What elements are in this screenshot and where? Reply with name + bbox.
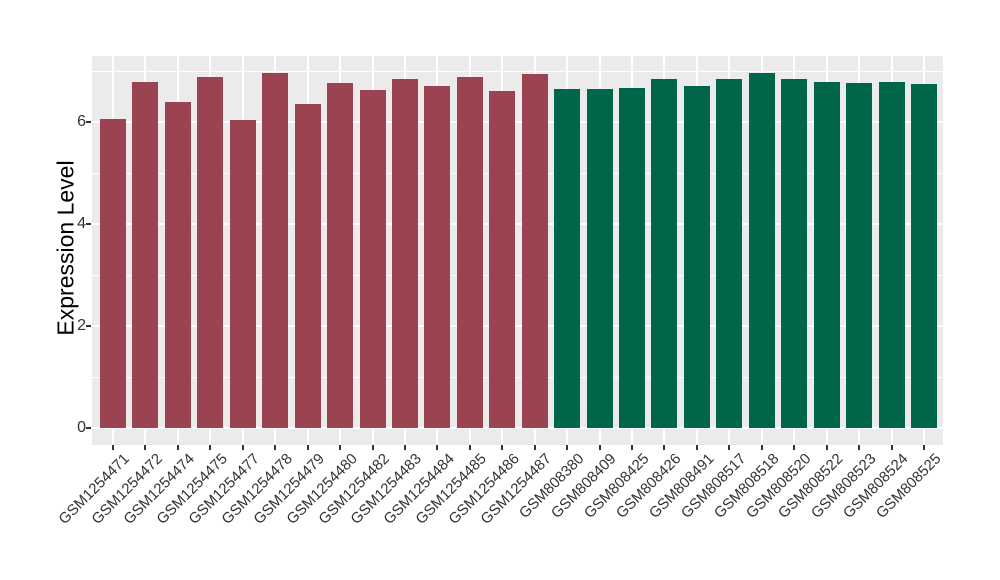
bar-GSM1254475	[197, 77, 224, 428]
bar-GSM1254474	[164, 102, 191, 428]
bar-GSM1254472	[132, 82, 159, 428]
bar-GSM1254484	[424, 86, 451, 428]
bar-GSM1254478	[262, 73, 289, 428]
x-tick-mark	[144, 445, 147, 450]
bar-GSM808425	[619, 88, 646, 428]
bar-GSM808518	[748, 73, 775, 428]
bar-GSM808380	[554, 89, 581, 428]
y-axis-title: Expression Level	[52, 160, 79, 336]
bar-GSM808524	[878, 82, 905, 428]
x-tick-mark	[241, 445, 244, 450]
major-gridline	[92, 223, 943, 225]
x-tick-mark	[890, 445, 893, 450]
x-tick-mark	[176, 445, 179, 450]
x-tick-mark	[112, 445, 114, 450]
y-tick-label: 2	[77, 317, 86, 334]
x-tick-mark	[306, 445, 309, 450]
x-tick-mark	[760, 445, 763, 450]
major-gridline	[92, 427, 943, 429]
bar-GSM808409	[586, 89, 613, 428]
bar-GSM1254486	[489, 91, 516, 428]
minor-gridline	[92, 377, 943, 378]
bar-GSM1254482	[359, 90, 386, 428]
y-tick-mark	[86, 325, 91, 327]
bar-GSM808520	[781, 79, 808, 428]
bar-GSM808523	[846, 83, 873, 428]
x-tick-mark	[793, 445, 796, 450]
x-tick-mark	[468, 445, 471, 450]
plot-panel	[92, 56, 943, 445]
y-tick-mark	[86, 223, 91, 225]
x-tick-mark	[501, 445, 504, 450]
bar-GSM808491	[683, 86, 710, 428]
y-tick-label: 0	[77, 419, 86, 436]
x-tick-mark	[631, 445, 634, 450]
bar-GSM1254483	[391, 79, 418, 428]
x-tick-mark	[695, 445, 698, 450]
bar-GSM1254471	[100, 119, 126, 428]
bar-GSM808517	[716, 79, 743, 428]
x-tick-mark	[403, 445, 406, 450]
major-gridline	[92, 325, 943, 327]
y-tick-mark	[86, 121, 91, 123]
major-gridline	[92, 121, 943, 123]
minor-gridline	[92, 71, 943, 72]
x-tick-mark	[274, 445, 277, 450]
bar-GSM1254487	[521, 74, 548, 428]
bar-GSM1254479	[294, 104, 321, 428]
x-tick-mark	[371, 445, 374, 450]
x-tick-mark	[566, 445, 569, 450]
x-tick-mark	[728, 445, 731, 450]
x-tick-mark	[339, 445, 342, 450]
x-tick-mark	[858, 445, 861, 450]
x-tick-mark	[209, 445, 212, 450]
y-tick-label: 6	[77, 113, 86, 130]
x-tick-mark	[663, 445, 666, 450]
bar-GSM1254477	[229, 120, 256, 428]
x-tick-mark	[598, 445, 601, 450]
bar-GSM1254480	[327, 83, 354, 428]
minor-gridline	[92, 173, 943, 174]
bar-GSM1254485	[456, 77, 483, 428]
x-tick-mark	[923, 445, 925, 450]
x-tick-mark	[436, 445, 439, 450]
minor-gridline	[92, 275, 943, 276]
y-tick-label: 4	[77, 215, 86, 232]
x-tick-mark	[825, 445, 828, 450]
y-tick-mark	[86, 427, 91, 429]
bar-GSM808426	[651, 79, 678, 428]
bar-GSM808522	[813, 82, 840, 428]
x-tick-mark	[533, 445, 536, 450]
bar-GSM808525	[911, 84, 937, 428]
